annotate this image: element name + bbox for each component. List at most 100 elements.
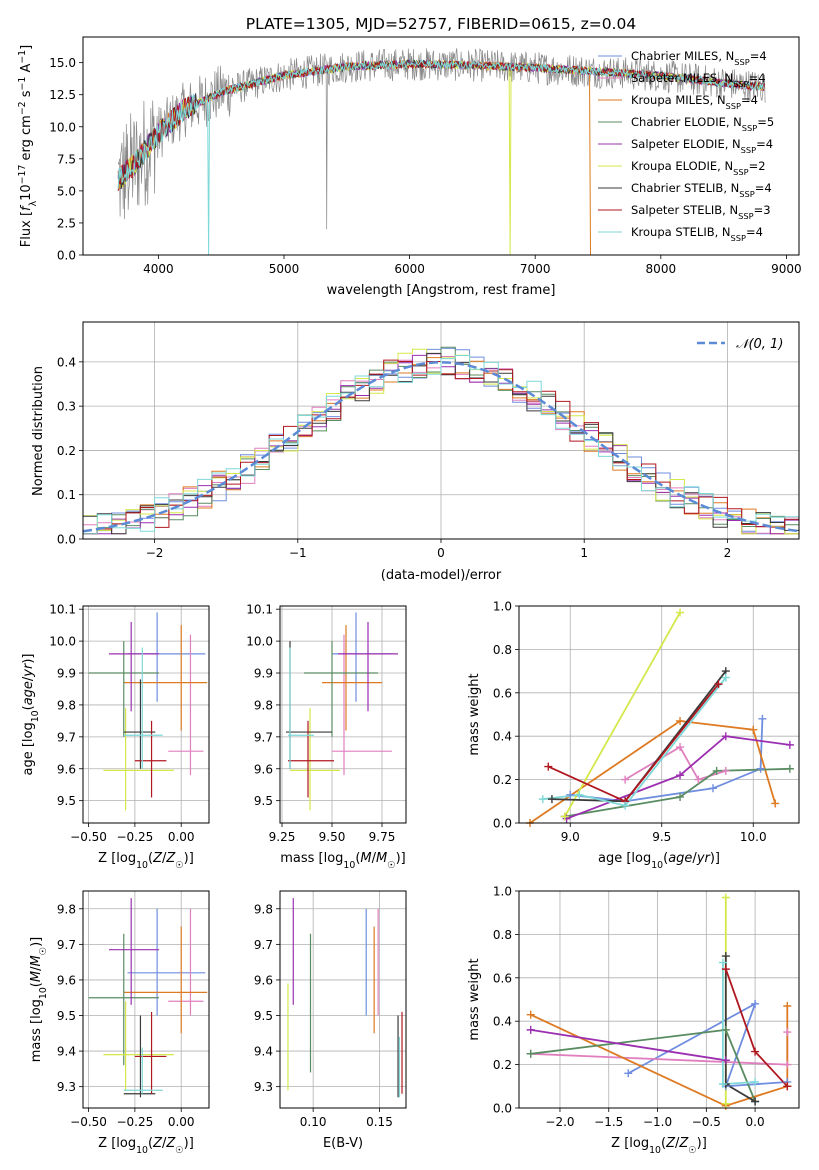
legend-label: Salpeter ELODIE, NSSP=4	[631, 137, 773, 155]
model-spectrum-kroupa-miles	[117, 59, 591, 255]
spectrum-frame	[82, 36, 800, 256]
weight-kroupa-miles-line	[530, 1006, 789, 1107]
spectrum-legend: Chabrier MILES, NSSP=4 Salpeter MILES, NS…	[598, 49, 774, 243]
weight-vs-age-plot-area	[529, 612, 790, 823]
mass-vs-ebv-ytick-label: 9.6	[254, 973, 273, 987]
age-vs-mass-frame	[279, 605, 407, 824]
weight-chabrier-miles-marker	[566, 790, 575, 799]
model-spectrum-kroupa-stelib	[117, 59, 765, 255]
mass-vs-ebv-axes: 0.10 0.15 9.3 9.4 9.5 9.6 9.7 9.8 E(B-V)	[254, 890, 407, 1151]
age-vs-mass-ytick-label: 9.7	[254, 730, 273, 744]
weight-kroupa-stelib-marker	[751, 1077, 760, 1086]
residuals-xtick-label: 1	[580, 546, 588, 560]
weight-salpeter-elodie-marker	[721, 1056, 730, 1065]
age-vs-mass-xtick-label: 9.75	[369, 830, 396, 844]
spectrum-xtick-label: 9000	[771, 262, 802, 276]
weight-chabrier-stelib-marker	[547, 795, 556, 804]
age-vs-Z-xtick-label: 0.00	[168, 830, 195, 844]
mass-vs-ebv-xlabel: E(B-V)	[323, 1136, 363, 1151]
age-vs-mass-plot-area	[286, 612, 398, 811]
weight-chabrier-miles-marker	[758, 714, 767, 723]
residuals-xtick-label: −2	[146, 546, 164, 560]
residuals-frame	[82, 321, 800, 540]
weight-chabrier-miles-marker	[624, 1069, 633, 1078]
mass-vs-ebv-ytick-label: 9.8	[254, 902, 273, 916]
legend-label: Kroupa STELIB, NSSP=4	[631, 225, 763, 243]
weight-chabrier-elodie-line	[564, 767, 790, 818]
mass-vs-ebv-ytick-label: 9.4	[254, 1045, 273, 1059]
weight-salpeter-stelib-marker	[783, 1082, 792, 1091]
spectrum-ytick-label: 5.0	[57, 184, 76, 198]
age-vs-Z-axes: −0.50 −0.25 0.00 9.5 9.6 9.7 9.8 9.9 10.0 10.1 Z […	[21, 603, 210, 871]
weight-salpeter-stelib-line	[547, 683, 720, 803]
weight-kroupa-miles-marker	[783, 1002, 792, 1011]
residuals-xtick-label: −1	[289, 546, 307, 560]
weight-vs-Z-xtick-label: 0.0	[746, 1115, 765, 1129]
weight-vs-age-ytick-label: 0.0	[493, 817, 512, 831]
spectrum-xtick-label: 7000	[520, 262, 551, 276]
residuals-ylabel: Normed distribution	[31, 366, 46, 496]
age-vs-mass-xtick-label: 9.25	[269, 830, 296, 844]
weight-chabrier-elodie-marker	[712, 766, 721, 775]
mass-vs-Z-plot-area	[88, 898, 208, 1098]
weight-vs-age-ytick-label: 0.8	[493, 643, 512, 657]
mass-vs-ebv-xtick-label: 0.10	[300, 1115, 327, 1129]
mass-vs-Z-ytick-label: 9.3	[57, 1080, 76, 1094]
age-vs-Z-ytick-label: 9.8	[57, 698, 76, 712]
weight-salpeter-stelib-line	[724, 968, 788, 1087]
age-vs-mass-ytick-label: 10.1	[246, 603, 273, 617]
mass-vs-Z-ytick-label: 9.4	[57, 1045, 76, 1059]
mass-vs-ebv-ytick-label: 9.5	[254, 1009, 273, 1023]
age-vs-Z-ytick-label: 9.6	[57, 762, 76, 776]
weight-salpeter-stelib-marker	[721, 965, 730, 974]
weight-kroupa-elodie-marker	[560, 812, 569, 821]
weight-vs-age-xtick-label: 9.5	[652, 830, 671, 844]
weight-salpeter-miles-marker	[783, 1060, 792, 1069]
spectrum-xlabel: wavelength [Angstrom, rest frame]	[327, 283, 556, 298]
weight-kroupa-stelib-line	[542, 677, 727, 807]
spectrum-xtick-label: 5000	[269, 262, 300, 276]
weight-kroupa-miles-marker	[676, 717, 685, 726]
weight-vs-age-ytick-label: 0.6	[493, 686, 512, 700]
spectrum-xtick-label: 4000	[143, 262, 174, 276]
weight-kroupa-elodie-marker	[721, 893, 730, 902]
weight-vs-age-frame	[518, 605, 800, 824]
residuals-xtick-label: 0	[437, 546, 445, 560]
residuals-xtick-label: 2	[724, 546, 732, 560]
spectrum-axes: 4000 5000 6000 7000 8000 9000 0.0 2.5 5.0 7.5 10.0…	[17, 36, 802, 298]
weight-kroupa-miles-marker	[526, 1010, 535, 1019]
age-vs-mass-ytick-label: 9.5	[254, 794, 273, 808]
mass-vs-Z-xtick-label: −0.50	[70, 1115, 107, 1129]
weight-salpeter-miles-marker	[621, 775, 630, 784]
histogram-kroupa-stelib	[83, 355, 799, 535]
mass-vs-Z-xtick-label: −0.25	[116, 1115, 153, 1129]
legend-label: Salpeter STELIB, NSSP=3	[631, 203, 771, 221]
weight-kroupa-elodie-marker	[721, 1099, 730, 1108]
mass-vs-ebv-frame	[279, 890, 407, 1109]
weight-vs-age-ylabel: mass weight	[467, 673, 482, 755]
weight-salpeter-stelib-marker	[544, 762, 553, 771]
age-vs-Z-ytick-label: 10.1	[49, 603, 76, 617]
age-vs-mass-ytick-label: 9.8	[254, 698, 273, 712]
spectrum-xtick-label: 8000	[646, 262, 677, 276]
spectrum-ytick-label: 0.0	[57, 249, 76, 263]
weight-vs-Z-xtick-label: −0.5	[692, 1115, 721, 1129]
mass-vs-ebv-xtick-label: 0.15	[366, 1115, 393, 1129]
age-vs-Z-ytick-label: 9.5	[57, 794, 76, 808]
age-vs-Z-plot-area	[88, 612, 208, 811]
age-vs-Z-ytick-label: 9.9	[57, 667, 76, 681]
weight-kroupa-stelib-marker	[621, 801, 630, 810]
weight-chabrier-elodie-marker	[785, 764, 794, 773]
mass-vs-Z-xtick-label: 0.00	[168, 1115, 195, 1129]
spectrum-ylabel: Flux [fλ10−17 erg cm−2 s−1 A−1]	[17, 45, 39, 247]
weight-vs-age-axes: 9.0 9.5 10.0 0.0 0.2 0.4 0.6 0.8 1.0 age [log10(a…	[467, 600, 800, 871]
legend-label: Salpeter MILES, NSSP=4	[631, 71, 766, 89]
residuals-plot-area	[83, 346, 799, 535]
weight-kroupa-stelib-line	[722, 962, 756, 1086]
legend-label: Chabrier STELIB, NSSP=4	[631, 181, 772, 199]
weight-kroupa-miles-marker	[771, 799, 780, 808]
mass-vs-Z-ylabel: mass [log10(M/M☉)]	[29, 937, 49, 1063]
weight-kroupa-stelib-marker	[718, 958, 727, 967]
age-vs-mass-ytick-label: 9.6	[254, 762, 273, 776]
residuals-axes: −2 −1 0 1 2 0.0 0.1 0.2 0.3 0.4 𝒩(0, 1) (data-model…	[31, 321, 800, 583]
